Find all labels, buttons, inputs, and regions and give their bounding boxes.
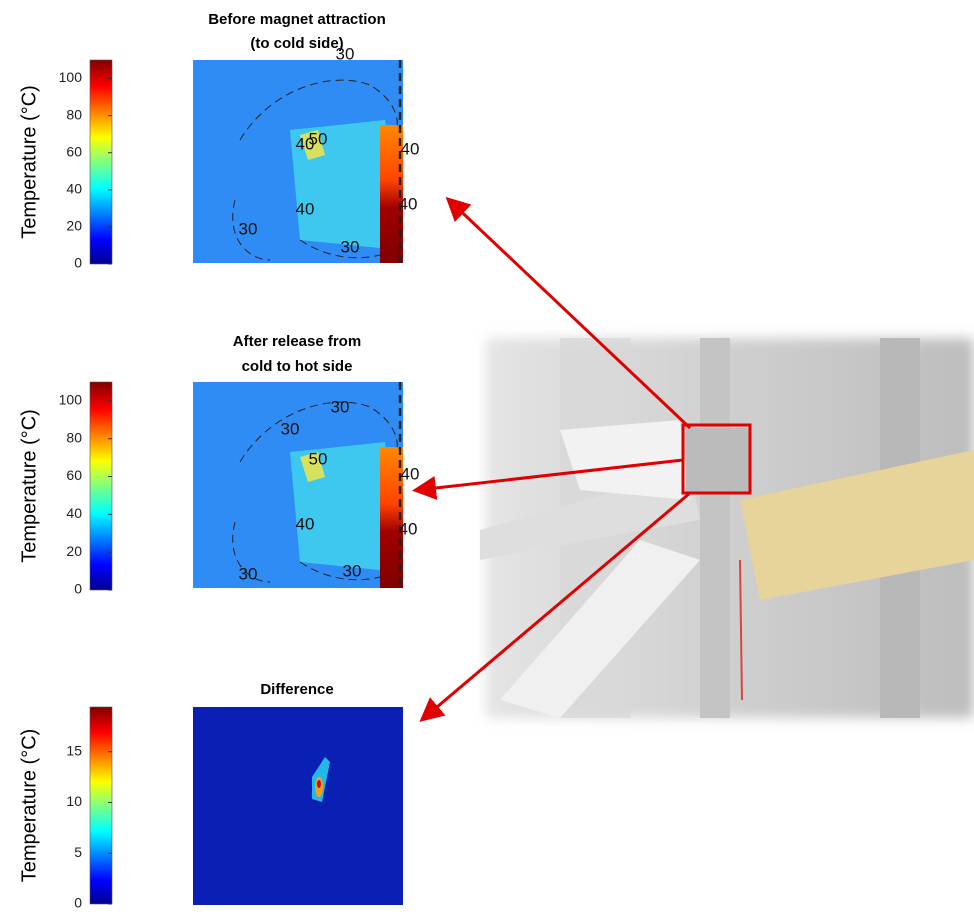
colorbar-label: Temperature (°C): [18, 729, 40, 883]
colorbar-tick-label: 40: [66, 505, 82, 521]
colorbar-tick-label: 60: [66, 143, 82, 159]
contour-label: 30: [239, 219, 258, 238]
colorbar-tick-label: 0: [74, 581, 82, 597]
diff-peak-core: [317, 780, 321, 788]
colorbar-tick-label: 80: [66, 429, 82, 445]
colorbar-tick-label: 100: [59, 69, 83, 85]
panel-title: After release from: [233, 333, 361, 350]
contour-label: 50: [309, 129, 328, 148]
contour-label: 40: [399, 519, 418, 538]
thermal-image: [193, 707, 403, 905]
contour-label: 50: [309, 449, 328, 468]
figure: Before magnet attraction (to cold side) 0 2…: [0, 0, 974, 916]
colorbar-label: Temperature (°C): [18, 409, 40, 563]
colorbar-tick-label: 100: [59, 392, 83, 408]
contour-label: 40: [401, 139, 420, 158]
panel-title: Before magnet attraction: [208, 11, 386, 28]
colorbar-tick-label: 10: [66, 793, 82, 809]
panel: After release from cold to hot side 0 20 40 6…: [18, 333, 419, 597]
contour-label: 40: [296, 199, 315, 218]
contour-label: 40: [296, 514, 315, 533]
panel: Difference 0 5 10 15 Temperature (°C): [18, 681, 403, 911]
contour-label: 30: [336, 44, 355, 63]
contour-label: 30: [343, 561, 362, 580]
contour-label: 30: [281, 419, 300, 438]
contour-label: 30: [341, 237, 360, 256]
colorbar-label: Temperature (°C): [18, 85, 40, 239]
panel-title: Difference: [260, 681, 333, 698]
colorbar-tick-label: 20: [66, 543, 82, 559]
contour-label: 40: [401, 464, 420, 483]
colorbar: [90, 60, 112, 264]
colorbar-tick-label: 5: [74, 844, 82, 860]
panel-title: cold to hot side: [242, 358, 353, 375]
contour-label: 30: [239, 564, 258, 583]
colorbar-tick-label: 0: [74, 895, 82, 911]
contour-label: 40: [399, 194, 418, 213]
photo: [480, 338, 974, 718]
colorbar-tick-label: 20: [66, 218, 82, 234]
colorbar: [90, 707, 112, 904]
colorbar-tick-label: 40: [66, 181, 82, 197]
colorbar-tick-label: 80: [66, 106, 82, 122]
colorbar-tick-label: 60: [66, 467, 82, 483]
colorbar-tick-label: 15: [66, 742, 82, 758]
panel-title: (to cold side): [250, 35, 343, 52]
colorbar: [90, 382, 112, 590]
contour-label: 30: [331, 397, 350, 416]
colorbar-tick-label: 0: [74, 255, 82, 271]
panel: Before magnet attraction (to cold side) 0 2…: [18, 11, 419, 271]
